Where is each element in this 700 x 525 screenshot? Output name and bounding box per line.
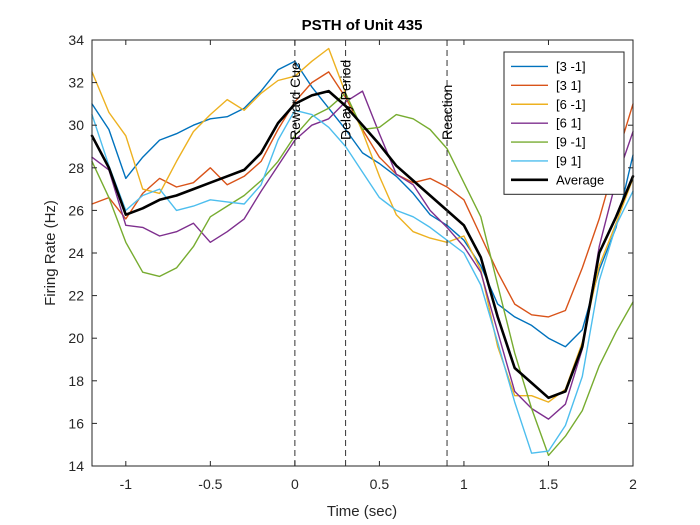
- x-tick-label-6: 2: [629, 476, 637, 492]
- y-tick-label-4: 22: [68, 288, 84, 304]
- x-tick-label-2: 0: [291, 476, 299, 492]
- x-tick-label-4: 1: [460, 476, 468, 492]
- y-tick-label-8: 30: [68, 117, 84, 133]
- legend-label-1: [3 1]: [556, 78, 581, 93]
- series-line-0: [91, 60, 634, 348]
- y-tick-label-6: 26: [68, 202, 84, 218]
- legend-label-6: Average: [556, 172, 604, 187]
- y-tick-label-5: 24: [68, 245, 84, 261]
- legend-label-3: [6 1]: [556, 116, 581, 131]
- series-lines: [90, 47, 635, 457]
- y-tick-label-9: 32: [68, 75, 84, 91]
- legend-label-4: [9 -1]: [556, 135, 586, 150]
- x-tick-label-0: -1: [120, 476, 133, 492]
- event-label-2: Reaction: [439, 85, 455, 140]
- y-tick-label-3: 20: [68, 330, 84, 346]
- y-tick-label-2: 18: [68, 373, 84, 389]
- series-line-6: [90, 89, 635, 400]
- series-line-2: [91, 47, 634, 403]
- x-tick-label-3: 0.5: [370, 476, 390, 492]
- axes: -1 -0.5 0 0.5 1 1.5 2 14 16 18 20 22 24 26 28 30 32 34: [68, 32, 637, 492]
- event-label-0: Reward Cue: [287, 62, 303, 140]
- x-tick-label-1: -0.5: [198, 476, 222, 492]
- chart-title: PSTH of Unit 435: [302, 17, 423, 34]
- legend: [3 -1] [3 1] [6 -1] [6 1] [9 -1] [9 1] Average: [503, 51, 625, 195]
- event-label-1: Delay Period: [338, 60, 354, 140]
- legend-label-0: [3 -1]: [556, 59, 586, 74]
- y-tick-label-10: 34: [68, 32, 84, 48]
- y-tick-label-0: 14: [68, 458, 84, 474]
- series-line-3: [91, 90, 634, 420]
- y-axis-label: Firing Rate (Hz): [42, 200, 59, 306]
- y-tick-label-7: 28: [68, 160, 84, 176]
- legend-label-2: [6 -1]: [556, 97, 586, 112]
- x-axis-label: Time (sec): [327, 503, 397, 520]
- event-markers: Reward Cue Delay Period Reaction: [287, 40, 455, 466]
- series-line-5: [91, 109, 634, 454]
- x-tick-label-5: 1.5: [539, 476, 559, 492]
- series-line-4: [91, 92, 634, 457]
- legend-label-5: [9 1]: [556, 153, 581, 168]
- y-tick-label-1: 16: [68, 415, 84, 431]
